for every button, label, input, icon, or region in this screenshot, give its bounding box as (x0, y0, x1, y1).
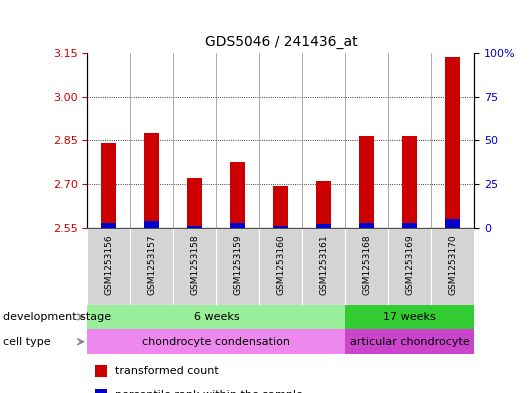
Text: GSM1253160: GSM1253160 (277, 234, 285, 295)
Text: GSM1253157: GSM1253157 (147, 234, 156, 295)
Bar (303, 228, 346, 305)
Bar (95, 389, 107, 393)
Title: GDS5046 / 241436_at: GDS5046 / 241436_at (205, 35, 357, 49)
Text: GSM1253169: GSM1253169 (405, 234, 414, 295)
Bar (359, 223, 374, 228)
Bar (346, 329, 474, 354)
Text: GSM1253158: GSM1253158 (190, 234, 199, 295)
Bar (216, 228, 259, 305)
Bar (388, 228, 431, 305)
Bar (144, 133, 160, 228)
Bar (130, 228, 173, 305)
Text: GSM1253168: GSM1253168 (363, 234, 372, 295)
Bar (188, 178, 202, 228)
Bar (316, 181, 331, 228)
Text: chondrocyte condensation: chondrocyte condensation (143, 337, 290, 347)
Bar (346, 228, 388, 305)
Text: articular chondrocyte: articular chondrocyte (350, 337, 470, 347)
Bar (144, 221, 160, 228)
Bar (259, 228, 303, 305)
Text: cell type: cell type (3, 337, 50, 347)
Bar (273, 185, 288, 228)
Bar (445, 219, 461, 228)
Bar (101, 223, 117, 228)
Text: GSM1253159: GSM1253159 (233, 234, 242, 295)
Bar (87, 329, 346, 354)
Bar (316, 224, 331, 228)
Bar (87, 228, 130, 305)
Text: GSM1253161: GSM1253161 (320, 234, 329, 295)
Text: development stage: development stage (3, 312, 111, 322)
Bar (431, 228, 474, 305)
Text: GSM1253156: GSM1253156 (104, 234, 113, 295)
Text: percentile rank within the sample: percentile rank within the sample (114, 390, 303, 393)
Text: transformed count: transformed count (114, 366, 218, 376)
Text: 6 weeks: 6 weeks (193, 312, 239, 322)
Bar (359, 136, 374, 228)
Bar (95, 365, 107, 377)
Bar (445, 57, 461, 228)
Bar (101, 143, 117, 228)
Bar (231, 223, 245, 228)
Bar (231, 162, 245, 228)
Bar (87, 305, 346, 329)
Bar (346, 305, 474, 329)
Text: 17 weeks: 17 weeks (384, 312, 436, 322)
Text: GSM1253170: GSM1253170 (448, 234, 457, 295)
Bar (273, 226, 288, 228)
Bar (402, 136, 418, 228)
Bar (402, 223, 418, 228)
Bar (188, 226, 202, 228)
Bar (173, 228, 216, 305)
